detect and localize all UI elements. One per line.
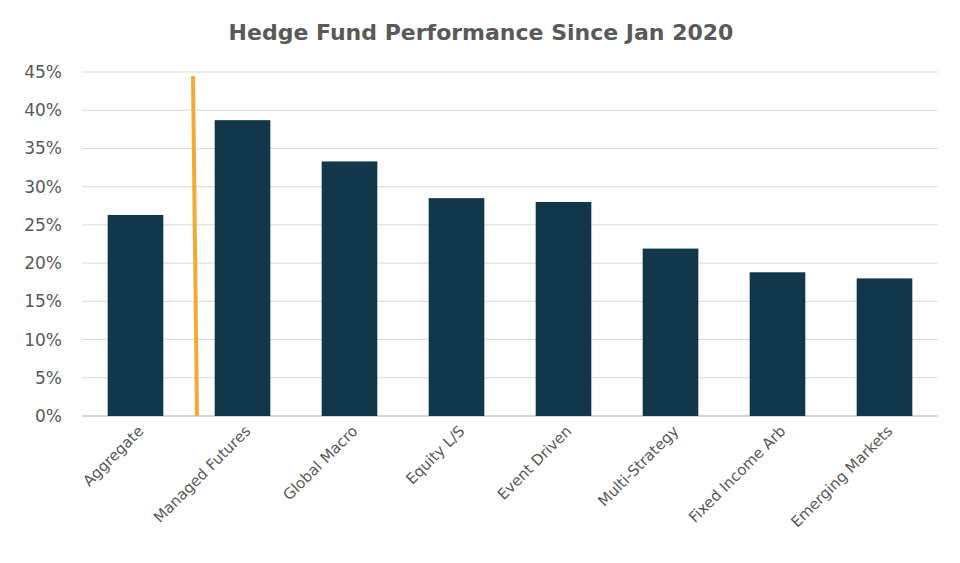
grid-line bbox=[82, 377, 938, 378]
grid-line bbox=[82, 72, 938, 73]
chart: Hedge Fund Performance Since Jan 2020 0% 5… bbox=[0, 0, 960, 563]
x-tick-label: Managed Futures bbox=[150, 422, 254, 526]
grid-line bbox=[82, 186, 938, 187]
bar bbox=[536, 202, 592, 416]
bar bbox=[108, 215, 164, 416]
bar bbox=[750, 272, 806, 416]
y-tick-label: 10% bbox=[24, 330, 62, 350]
y-tick-label: 25% bbox=[24, 215, 62, 235]
y-tick-label: 40% bbox=[24, 100, 62, 120]
grid-line bbox=[82, 110, 938, 111]
grid-line bbox=[82, 263, 938, 264]
bar bbox=[857, 278, 913, 416]
y-tick-label: 45% bbox=[24, 62, 62, 82]
chart-title: Hedge Fund Performance Since Jan 2020 bbox=[229, 20, 734, 45]
y-tick-label: 0% bbox=[35, 406, 62, 426]
grid-line bbox=[82, 148, 938, 149]
x-tick-label: Emerging Markets bbox=[787, 422, 896, 531]
bar bbox=[643, 249, 699, 416]
x-axis-line bbox=[82, 416, 938, 417]
y-tick-label: 30% bbox=[24, 177, 62, 197]
bar bbox=[429, 198, 485, 416]
x-tick-label: Aggregate bbox=[79, 422, 147, 490]
x-tick-label: Multi-Strategy bbox=[594, 422, 682, 510]
separator-line bbox=[193, 76, 197, 416]
bar bbox=[322, 161, 378, 416]
grid-line bbox=[82, 301, 938, 302]
grid-line bbox=[82, 339, 938, 340]
x-tick-label: Equity L/S bbox=[402, 422, 468, 488]
grid-line bbox=[82, 224, 938, 225]
bar bbox=[215, 120, 271, 416]
chart-container: Hedge Fund Performance Since Jan 2020 0% 5… bbox=[0, 0, 960, 563]
y-tick-label: 20% bbox=[24, 253, 62, 273]
grid-line bbox=[82, 416, 938, 417]
y-tick-label: 5% bbox=[35, 368, 62, 388]
y-tick-label: 15% bbox=[24, 291, 62, 311]
x-tick-label: Fixed Income Arb bbox=[685, 422, 789, 526]
bars bbox=[108, 120, 913, 416]
x-tick-label: Event Driven bbox=[494, 422, 575, 503]
x-tick-label: Global Macro bbox=[279, 422, 361, 504]
y-tick-label: 35% bbox=[24, 138, 62, 158]
